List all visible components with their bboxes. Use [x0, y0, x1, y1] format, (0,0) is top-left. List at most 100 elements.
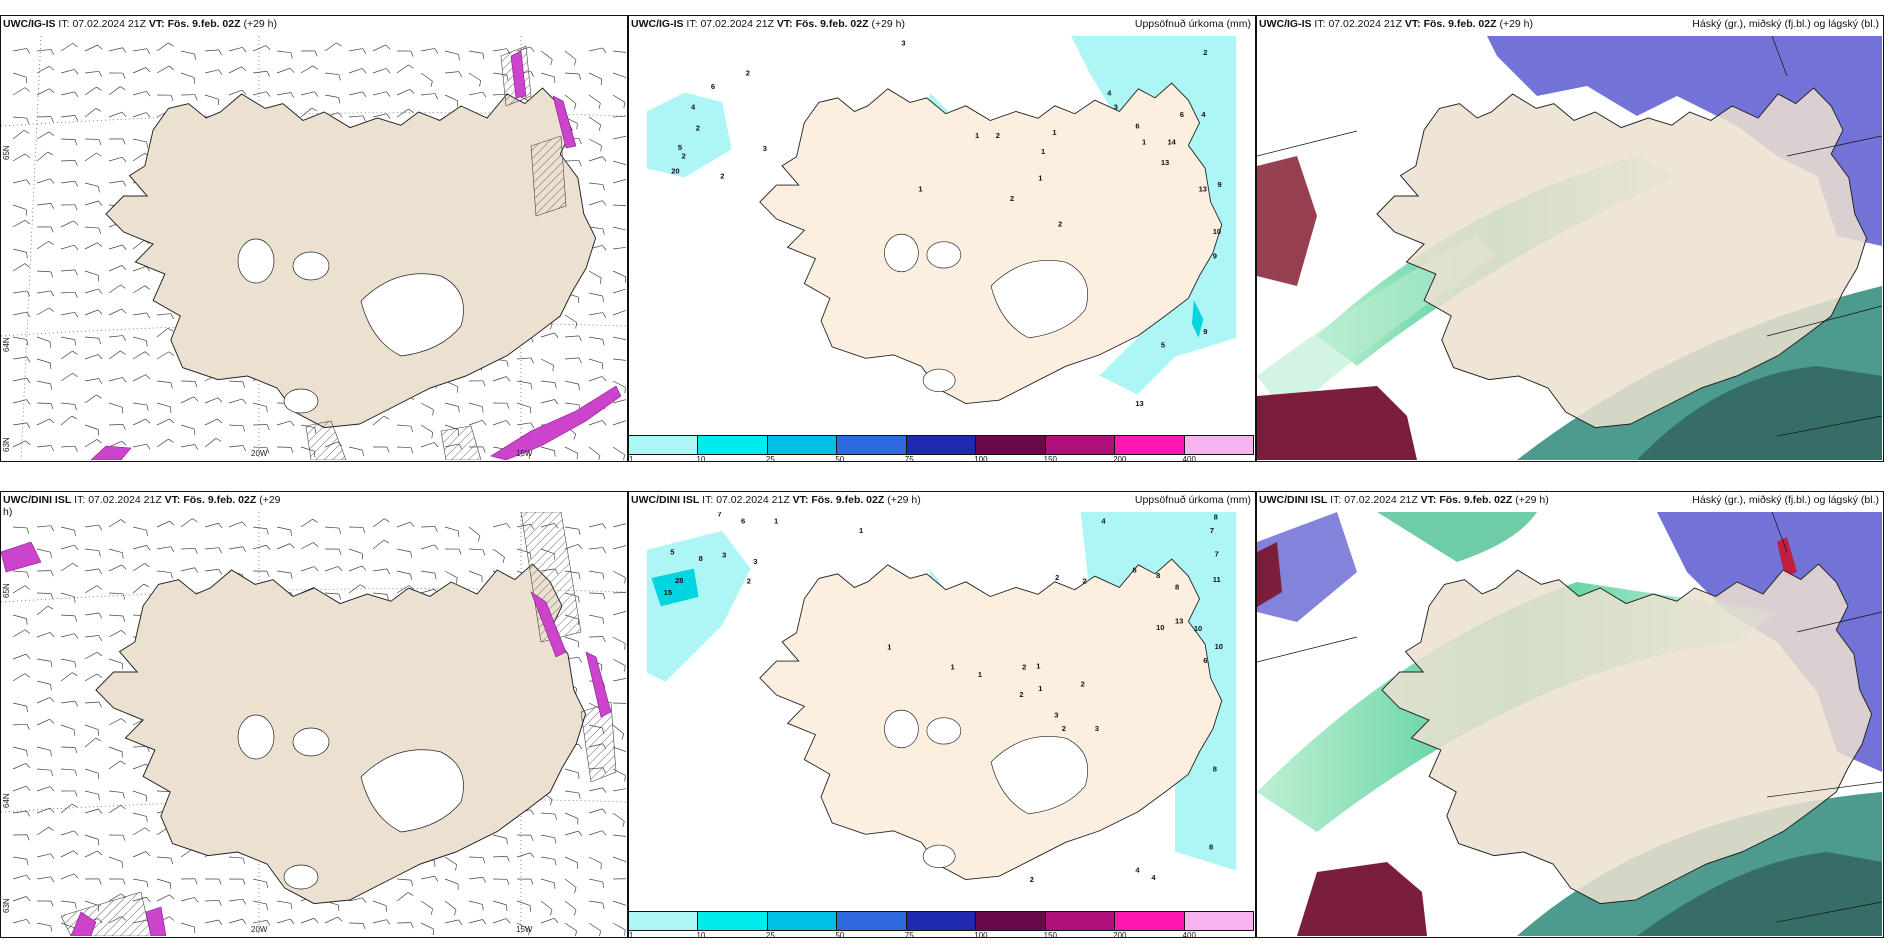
- wind-barb-flag: [458, 548, 462, 555]
- wind-barb-flag: [242, 878, 246, 885]
- wind-barb: [108, 760, 121, 770]
- wind-barb-flag: [622, 821, 625, 828]
- wind-barb-flag: [575, 930, 577, 936]
- wind-barb-flag: [408, 64, 414, 69]
- wind-barb-flag: [121, 718, 127, 723]
- wind-barb: [60, 336, 75, 340]
- wind-barb-flag: [602, 573, 605, 580]
- precip-value: 4: [1101, 516, 1106, 525]
- precip-value: 9: [1217, 180, 1221, 189]
- wind-barb-flag: [577, 544, 583, 550]
- svg-text:15W: 15W: [516, 925, 533, 934]
- wind-barb-flag: [50, 383, 53, 390]
- wind-barb: [588, 200, 603, 206]
- wind-barb-flag: [144, 351, 150, 356]
- wind-barb-flag: [98, 186, 100, 193]
- wind-barb-flag: [410, 880, 414, 886]
- wind-barb: [612, 72, 626, 78]
- wind-barb: [36, 718, 50, 726]
- wind-barb-flag: [528, 929, 530, 936]
- wind-barb-flag: [362, 450, 364, 457]
- wind-barb: [36, 445, 51, 448]
- panel-precip-dini: UWC/DINI ISL IT: 07.02.2024 21Z VT: Fös.…: [628, 491, 1256, 938]
- wind-barb: [132, 351, 146, 360]
- panel-header: UWC/DINI ISL IT: 07.02.2024 21Z VT: Fös.…: [1259, 494, 1549, 506]
- wind-barb-flag: [143, 583, 150, 588]
- wind-barb: [324, 566, 339, 572]
- wind-barb: [612, 50, 626, 53]
- wind-barb-flag: [24, 585, 30, 590]
- wind-barb-flag: [266, 570, 270, 577]
- wind-barb: [108, 592, 124, 595]
- wind-barb-flag: [602, 184, 605, 191]
- wind-barb: [372, 415, 385, 426]
- wind-barb-flag: [97, 354, 103, 360]
- wind-barb-flag: [74, 633, 79, 639]
- wind-barb: [612, 309, 626, 316]
- wind-barb: [84, 850, 98, 858]
- wind-barb: [612, 724, 624, 735]
- wind-barb-flag: [361, 68, 367, 74]
- precip-value: 2: [1055, 573, 1059, 582]
- wind-barb: [108, 614, 123, 617]
- wind-barb: [564, 922, 577, 932]
- legend-swatch: [906, 912, 977, 930]
- precip-value: 10: [1156, 623, 1164, 632]
- panel-title: Háský (gr.), miðský (fj.bl.) og lágský (…: [1692, 494, 1879, 506]
- wind-barb-flag: [552, 365, 554, 372]
- precip-value: 4: [1135, 865, 1140, 874]
- wind-barb-flag: [50, 876, 55, 883]
- wind-barb-flag: [74, 312, 79, 318]
- wind-barb-flag: [336, 42, 342, 47]
- wind-barb: [372, 518, 385, 528]
- wind-barb-flag: [49, 697, 55, 702]
- wind-barb: [300, 65, 314, 74]
- wind-barb: [252, 920, 267, 924]
- wind-barb: [60, 115, 75, 118]
- wind-barb: [60, 526, 75, 531]
- precip-value: 1: [774, 516, 778, 525]
- wind-barb-flag: [477, 535, 481, 542]
- wind-barb-flag: [26, 810, 31, 817]
- wind-barb-flag: [25, 440, 31, 446]
- wind-barb-flag: [145, 851, 151, 857]
- wind-barb: [108, 86, 121, 96]
- wind-barb: [588, 292, 603, 297]
- wind-barb-flag: [170, 572, 173, 579]
- wind-barb-flag: [50, 570, 54, 577]
- wind-barb: [468, 900, 483, 905]
- precip-value: 14: [1167, 137, 1176, 146]
- wind-barb-flag: [72, 350, 78, 355]
- wind-barb: [84, 152, 97, 162]
- wind-barb: [60, 291, 75, 294]
- wind-barb: [36, 680, 51, 685]
- wind-barb-flag: [26, 859, 29, 866]
- wind-barb-flag: [146, 530, 148, 537]
- wind-barb-flag: [218, 69, 223, 75]
- wind-barb-flag: [72, 43, 78, 48]
- precip-value: 3: [753, 557, 757, 566]
- wind-barb: [564, 900, 577, 910]
- wind-barb-flag: [434, 573, 437, 580]
- wind-barb-flag: [50, 271, 54, 278]
- wind-barb: [300, 917, 315, 924]
- precip-value: 2: [1081, 680, 1085, 689]
- precip-value: 6: [1135, 121, 1139, 130]
- legend-swatch: [767, 912, 838, 930]
- precip-value: 11: [1213, 575, 1221, 584]
- wind-barb-flag: [121, 265, 127, 270]
- wind-barb-flag: [73, 873, 79, 879]
- wind-barb-flag: [144, 563, 150, 568]
- wind-barb: [492, 900, 507, 906]
- wind-barb: [444, 402, 459, 407]
- legend-swatch: [1115, 436, 1185, 454]
- wind-barb: [204, 547, 219, 550]
- wind-barb-flag: [96, 439, 102, 444]
- wind-barb-flag: [218, 900, 222, 906]
- wind-barb-flag: [578, 743, 583, 750]
- wind-barb-flag: [26, 290, 31, 297]
- wind-barb-flag: [362, 527, 366, 534]
- wind-barb: [612, 788, 626, 792]
- wind-barb-flag: [50, 661, 53, 668]
- wind-barb-flag: [74, 180, 79, 187]
